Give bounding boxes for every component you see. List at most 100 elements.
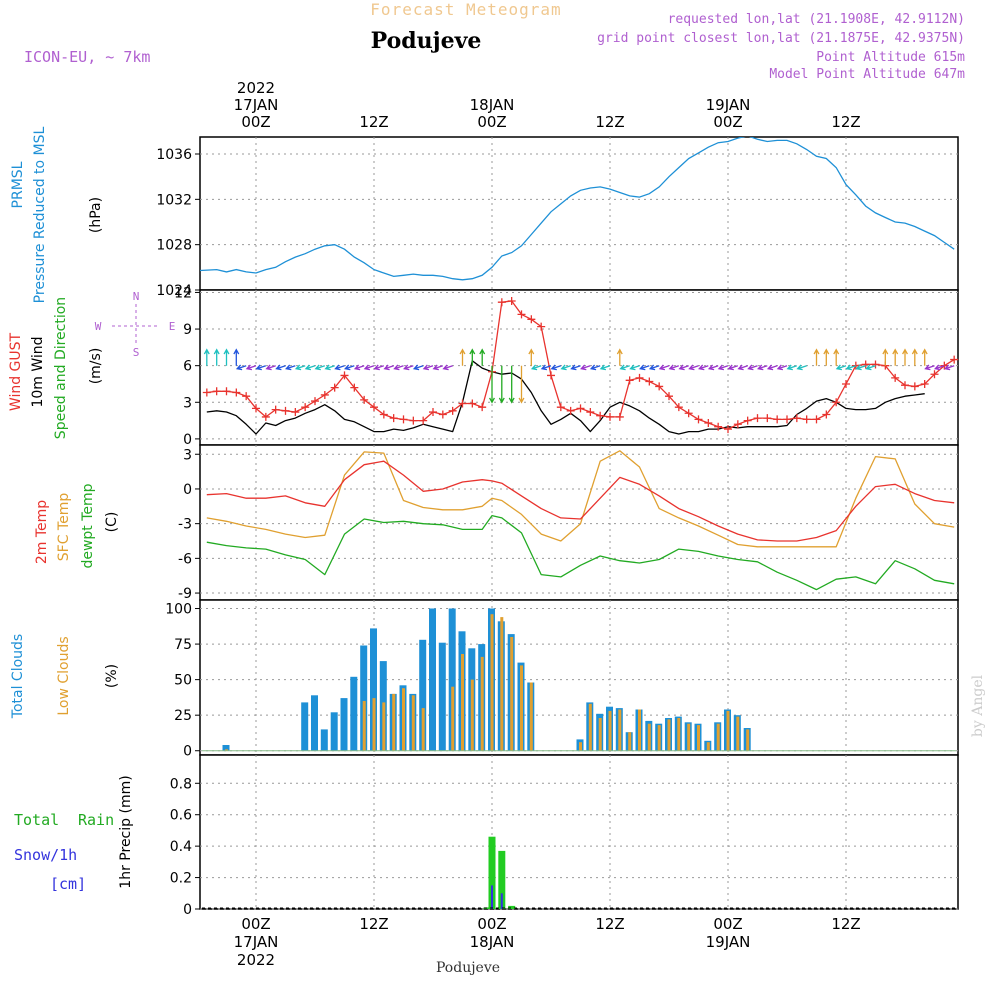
temperature-tick-label: -3 bbox=[178, 517, 192, 533]
snow-bar bbox=[500, 893, 503, 909]
wind-direction-arrow bbox=[707, 364, 719, 371]
wind-direction-arrow bbox=[639, 364, 650, 371]
gust-marker bbox=[291, 408, 300, 417]
gust-marker bbox=[635, 373, 644, 382]
wind-direction-arrow bbox=[892, 348, 899, 366]
wind-tick-label: 6 bbox=[183, 359, 192, 375]
gust-marker bbox=[507, 296, 516, 305]
low-cloud-bar bbox=[697, 725, 700, 751]
wind-direction-arrow bbox=[835, 364, 847, 371]
wind-units: (m/s) bbox=[88, 348, 104, 385]
wind-direction-arrow bbox=[813, 348, 820, 366]
gust-marker bbox=[694, 415, 703, 424]
gust-marker bbox=[901, 381, 909, 390]
wind-direction-arrow bbox=[233, 348, 240, 366]
gust-marker bbox=[842, 379, 850, 388]
gridpoint-coords: grid point closest lon,lat (21.1875E, 42… bbox=[597, 31, 965, 46]
precip-tick-label: 0.2 bbox=[170, 871, 192, 887]
gust-marker bbox=[517, 310, 526, 319]
t2m-series bbox=[206, 460, 955, 542]
low-cloud-bar bbox=[579, 742, 582, 751]
low-cloud-bar bbox=[500, 617, 504, 751]
wind-direction-arrow bbox=[469, 348, 476, 366]
gust-marker bbox=[606, 412, 614, 421]
gust-marker bbox=[330, 383, 339, 392]
top-time-label: 00Z bbox=[241, 113, 270, 131]
precip-tick-label: 0.8 bbox=[170, 776, 192, 792]
wind-direction-arrow bbox=[422, 364, 434, 371]
wind-tick-label: 12 bbox=[174, 285, 192, 301]
gust-marker bbox=[389, 414, 398, 423]
clouds-tick-label: 25 bbox=[174, 708, 192, 724]
wind-direction-arrow bbox=[518, 365, 525, 404]
gust-marker bbox=[763, 414, 772, 423]
wind-direction-arrow bbox=[845, 364, 857, 371]
wind-direction-arrow bbox=[442, 364, 453, 371]
precip-tick-label: 0.6 bbox=[170, 808, 192, 824]
gust-marker bbox=[232, 388, 241, 397]
gust-marker bbox=[950, 355, 959, 364]
total-clouds-label: Total Clouds bbox=[10, 634, 26, 719]
bottom-time-label: 18JAN bbox=[470, 933, 515, 951]
total-cloud-bar bbox=[419, 639, 427, 751]
sfc-temp-series bbox=[206, 450, 955, 548]
low-cloud-bar bbox=[726, 710, 730, 751]
low-cloud-bar bbox=[716, 723, 720, 751]
rain-bar bbox=[508, 905, 516, 909]
wind-direction-arrow bbox=[403, 364, 414, 371]
temperature-tick-label: 3 bbox=[183, 447, 192, 463]
rain-bar bbox=[498, 850, 506, 909]
temp-units: (C) bbox=[104, 512, 120, 533]
low-cloud-bar bbox=[411, 695, 415, 751]
gust-marker bbox=[497, 298, 506, 307]
wind-direction-arrow bbox=[934, 364, 945, 371]
gust-marker bbox=[527, 315, 536, 324]
location-title: Podujeve bbox=[371, 28, 482, 54]
total-cloud-bar bbox=[330, 712, 338, 751]
gust-marker bbox=[714, 422, 723, 431]
clouds-tick-label: 0 bbox=[183, 744, 192, 760]
t2m-label: 2m Temp bbox=[34, 500, 50, 564]
wind-direction-arrow bbox=[629, 364, 640, 371]
pressure-tick-label: 1024 bbox=[156, 283, 192, 299]
wind-direction-arrow bbox=[550, 364, 562, 371]
low-cloud-bar bbox=[608, 710, 612, 751]
low-cloud-bar bbox=[392, 693, 396, 751]
temperature-tick-label: -6 bbox=[178, 551, 192, 567]
low-cloud-bar bbox=[657, 725, 661, 751]
bottom-time-label: 00Z bbox=[477, 915, 506, 933]
snow-units: [cm] bbox=[50, 875, 86, 893]
gust-marker bbox=[261, 412, 270, 421]
model-altitude: Model Point Altitude 647m bbox=[769, 67, 965, 82]
bottom-time-label: 00Z bbox=[241, 915, 270, 933]
top-time-label: 19JAN bbox=[706, 96, 751, 114]
bottom-time-label: 19JAN bbox=[706, 933, 751, 951]
low-cloud-bar bbox=[677, 718, 681, 751]
gust-marker bbox=[753, 414, 762, 423]
bottom-time-label: 12Z bbox=[359, 915, 388, 933]
gust-marker bbox=[724, 425, 732, 434]
gust-marker bbox=[222, 387, 231, 396]
gust-marker bbox=[399, 415, 408, 424]
dewpt-series bbox=[206, 514, 955, 591]
gust-marker bbox=[438, 410, 447, 419]
pressure-series-group bbox=[200, 137, 955, 281]
total-cloud-bar bbox=[429, 608, 436, 751]
gust-marker bbox=[360, 395, 369, 404]
wind-direction-arrow bbox=[757, 364, 768, 371]
gust-marker bbox=[625, 376, 634, 385]
temperature-panel-frame bbox=[199, 444, 959, 601]
gust-marker bbox=[674, 403, 683, 412]
wind-direction-arrow bbox=[678, 364, 689, 371]
low-cloud-bar bbox=[638, 709, 641, 751]
gust-marker bbox=[468, 399, 477, 408]
gust-marker bbox=[645, 377, 654, 386]
precip-units: 1hr Precip (mm) bbox=[118, 775, 134, 888]
gust-marker bbox=[704, 419, 713, 428]
wind-label: 10m Wind bbox=[30, 336, 46, 407]
wind-panel-frame bbox=[199, 289, 959, 446]
gust-marker bbox=[586, 408, 595, 417]
gust-marker bbox=[301, 403, 310, 412]
gust-marker bbox=[822, 410, 831, 419]
gust-marker bbox=[733, 420, 742, 429]
